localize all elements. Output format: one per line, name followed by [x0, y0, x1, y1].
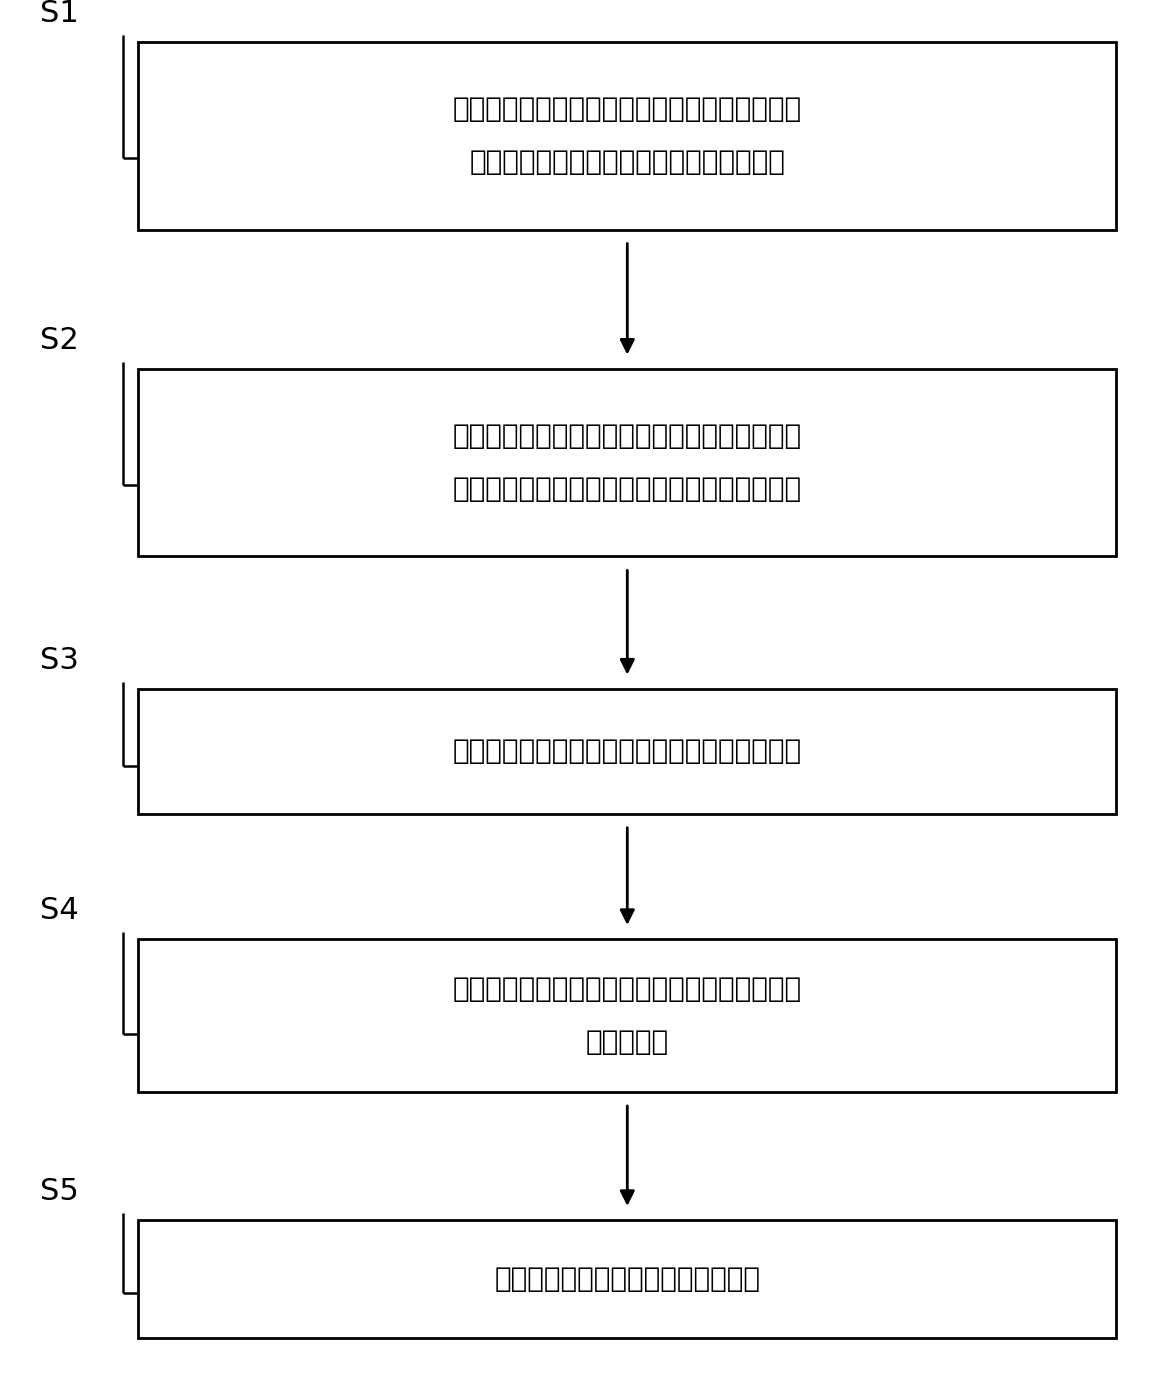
Text: 基于数学权重矩阵的低秩特点构建训练权重模型: 基于数学权重矩阵的低秩特点构建训练权重模型: [452, 737, 802, 765]
Text: 构建数学权重矩阵，所述数学权重矩阵用于表示: 构建数学权重矩阵，所述数学权重矩阵用于表示: [452, 421, 802, 451]
Bar: [138, 1220, 1116, 1338]
Text: S2: S2: [40, 325, 79, 355]
Bar: [138, 939, 1116, 1092]
Text: 基于训练权重矩阵进行射频层析成像: 基于训练权重矩阵进行射频层析成像: [494, 1264, 761, 1294]
Text: S5: S5: [40, 1177, 79, 1206]
Text: 述传感器节点之间互相通信，组成多条链路: 述传感器节点之间互相通信，组成多条链路: [470, 147, 785, 177]
Text: S1: S1: [40, 0, 79, 28]
Text: 练权重矩阵: 练权重矩阵: [586, 1028, 669, 1056]
Text: 构建包括多个传感器节点的无线传感器网络，所: 构建包括多个传感器节点的无线传感器网络，所: [452, 95, 802, 124]
Text: S4: S4: [40, 896, 79, 925]
Bar: [138, 369, 1116, 556]
Text: 将训练数据输入所述训练权重模型，训练获得训: 将训练数据输入所述训练权重模型，训练获得训: [452, 975, 802, 1003]
Bar: [138, 42, 1116, 230]
Text: 每条链路的阴影损耗和像素额外损耗之间的关系: 每条链路的阴影损耗和像素额外损耗之间的关系: [452, 474, 802, 504]
Bar: [138, 689, 1116, 814]
Text: S3: S3: [40, 645, 79, 675]
